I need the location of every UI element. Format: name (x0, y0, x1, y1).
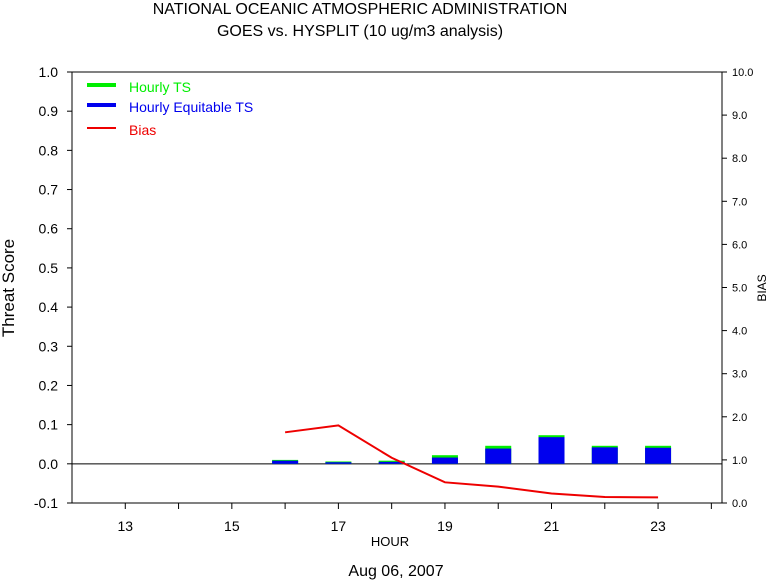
y-tick-label: 0.3 (39, 338, 59, 354)
y-tick-label: 1.0 (39, 64, 59, 80)
y2-tick-label: 2.0 (732, 412, 747, 424)
y2-tick-label: 6.0 (732, 239, 747, 251)
y-tick-label: 0.4 (39, 299, 59, 315)
x-tick-label: 13 (117, 518, 133, 534)
chart-subtitle: GOES vs. HYSPLIT (10 ug/m3 analysis) (217, 23, 503, 40)
y2-tick-label: 5.0 (732, 283, 747, 295)
legend-bias-label: Bias (129, 122, 156, 138)
x-tick-label: 21 (544, 518, 560, 534)
y-tick-label: 0.6 (39, 221, 59, 237)
plot-border (71, 71, 723, 504)
y2-tick-label: 10.0 (732, 67, 753, 79)
x-axis-label: HOUR (371, 534, 409, 549)
left-axis: -0.1 0.0 0.1 0.2 0.3 0.4 0.5 0.6 0.7 0.8 0.9 1.0 (34, 64, 72, 511)
right-axis: 0.0 1.0 2.0 3.0 4.0 5.0 6.0 7.0 8.0 9.0 10.0 (722, 67, 753, 510)
date-label: Aug 06, 2007 (348, 563, 443, 580)
x-tick-label: 19 (437, 518, 453, 534)
y-tick-label: 0.5 (39, 260, 59, 276)
y-tick-label: -0.1 (34, 495, 58, 511)
ets-bar (272, 460, 299, 464)
y2-axis-label: BIAS (755, 274, 767, 301)
plot-frame (71, 71, 723, 504)
ets-bar (538, 437, 565, 464)
y2-tick-label: 9.0 (732, 110, 747, 122)
y-tick-label: 0.2 (39, 377, 59, 393)
x-tick-label: 17 (331, 518, 347, 534)
legend: Hourly TS Hourly Equitable TS Bias (87, 79, 253, 138)
y2-tick-label: 0.0 (732, 498, 747, 510)
ets-bar (485, 448, 512, 464)
x-tick-label: 15 (224, 518, 240, 534)
legend-hourly-ts-label: Hourly TS (129, 79, 191, 95)
x-tick-label: 23 (650, 518, 666, 534)
ets-bar (591, 447, 618, 464)
y-axis-label: Threat Score (0, 239, 18, 337)
ets-bar (325, 462, 352, 464)
ets-bar (645, 447, 672, 464)
bars (272, 435, 672, 464)
y2-tick-label: 8.0 (732, 153, 747, 165)
y-tick-label: 0.0 (39, 456, 59, 472)
x-axis: 13 15 17 19 21 23 (117, 503, 712, 534)
y-tick-label: 0.7 (39, 182, 59, 198)
y2-tick-label: 4.0 (732, 326, 747, 338)
y2-tick-label: 7.0 (732, 196, 747, 208)
y-tick-label: 0.1 (39, 417, 59, 433)
legend-hourly-ets-label: Hourly Equitable TS (129, 99, 253, 115)
ets-bar (431, 457, 458, 464)
y2-tick-label: 1.0 (732, 455, 747, 467)
y-tick-label: 0.9 (39, 103, 59, 119)
y2-tick-label: 3.0 (732, 369, 747, 381)
bias-line (284, 424, 659, 499)
chart-title: NATIONAL OCEANIC ATMOSPHERIC ADMINISTRAT… (153, 1, 568, 18)
bias-layer (284, 424, 659, 499)
y-tick-label: 0.8 (39, 142, 59, 158)
ets-bar (378, 461, 405, 464)
